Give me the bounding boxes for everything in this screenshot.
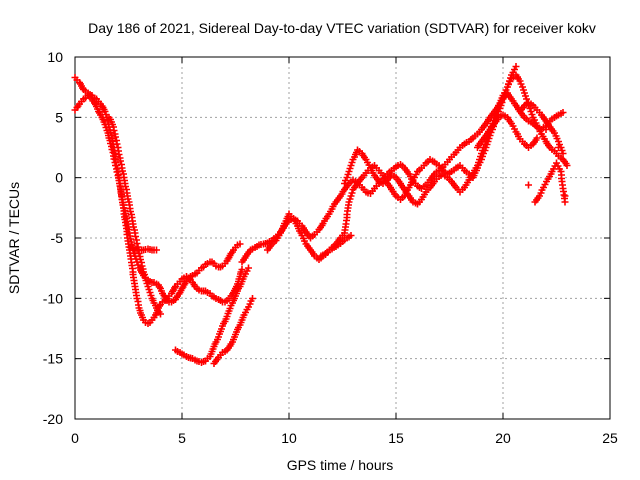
data-point-L [555, 144, 562, 151]
data-point-G [287, 213, 295, 220]
data-point-G [348, 189, 356, 197]
y-axis-label: SDTVAR / TECUs [6, 182, 22, 294]
x-tick-label: 15 [388, 430, 404, 446]
data-point-I [533, 134, 541, 142]
data-point-L [525, 181, 532, 189]
data-point-J [559, 150, 567, 157]
x-tick-label: 10 [281, 430, 297, 446]
data-point-H [563, 162, 571, 169]
y-tick-label: -20 [43, 411, 63, 427]
data-point-G [559, 109, 567, 116]
x-axis-label: GPS time / hours [287, 457, 394, 473]
data-point-N [132, 233, 139, 240]
data-point-N [115, 151, 123, 158]
data-point-N [157, 310, 164, 318]
data-point-D [245, 264, 252, 272]
y-tick-label: 5 [55, 109, 63, 125]
data-point-B [236, 240, 244, 248]
data-point-H [494, 105, 501, 112]
data-point-A [238, 266, 246, 273]
data-point-I [485, 128, 492, 135]
data-point-H [501, 89, 508, 97]
data-point-F [512, 63, 520, 70]
data-point-N [112, 133, 119, 141]
data-point-H [365, 161, 373, 169]
data-point-B [112, 162, 119, 169]
data-point-N [110, 127, 118, 134]
data-point-N [117, 157, 124, 165]
data-point-B [156, 283, 163, 291]
x-tick-label: 5 [178, 430, 186, 446]
x-tick-label: 25 [602, 430, 618, 446]
chart-title: Day 186 of 2021, Sidereal Day-to-day VTE… [88, 20, 596, 36]
y-tick-label: -5 [51, 230, 64, 246]
data-point-C [153, 246, 160, 254]
data-point-K [561, 198, 569, 206]
y-tick-label: 10 [47, 49, 63, 65]
data-point-B [113, 168, 121, 176]
data-point-E [249, 295, 256, 302]
data-point-M [324, 248, 331, 256]
data-point-L [542, 126, 550, 133]
data-point-N [133, 240, 141, 247]
data-point-A [171, 284, 178, 292]
y-tick-label: -10 [43, 290, 63, 306]
axis-ticks: 0 5 10 15 20 25 -20 -15 -10 -5 0 5 10 [43, 49, 618, 446]
y-tick-label: -15 [43, 351, 63, 367]
x-tick-label: 0 [71, 430, 79, 446]
data-point-B [110, 155, 118, 163]
x-tick-label: 20 [495, 430, 511, 446]
data-point-M [347, 232, 355, 239]
data-point-L [561, 192, 569, 200]
y-tick-label: 0 [55, 170, 63, 186]
data-point-N [113, 140, 121, 148]
data-point-I [489, 122, 497, 129]
data-points [71, 63, 571, 367]
